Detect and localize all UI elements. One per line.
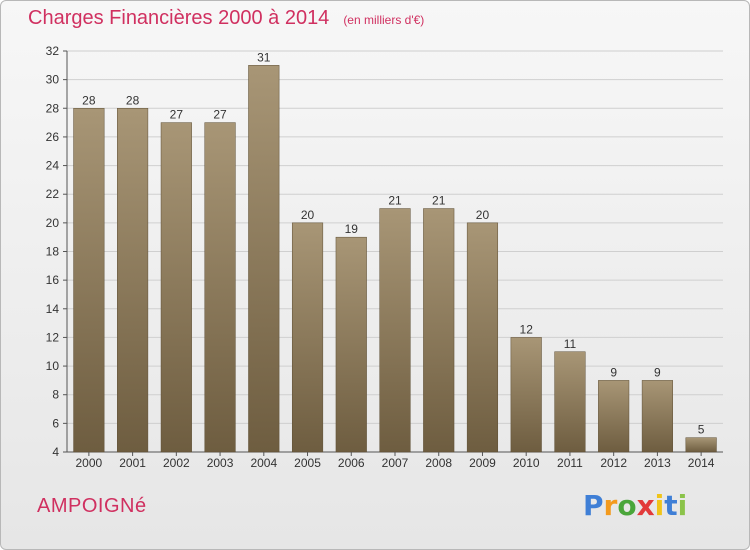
chart-title-text: Charges Financières 2000 à 2014 (28, 7, 330, 29)
logo-letter: t (664, 489, 678, 522)
logo-letter: r (603, 489, 618, 522)
bar (73, 108, 105, 453)
y-tick-label: 24 (46, 159, 60, 173)
y-tick-label: 4 (52, 445, 59, 459)
y-tick-label: 30 (46, 73, 60, 87)
bar-value-label: 21 (432, 194, 446, 208)
bar (466, 222, 499, 453)
x-tick-label: 2005 (294, 456, 321, 470)
x-tick-label: 2006 (338, 456, 365, 470)
bar (291, 222, 324, 453)
y-tick-label: 28 (46, 101, 60, 115)
logo-letter: P (583, 489, 604, 522)
bar (379, 208, 411, 453)
y-tick-label: 22 (46, 187, 60, 201)
bar (423, 208, 455, 453)
bar (160, 122, 192, 453)
bar-value-label: 27 (170, 108, 184, 122)
y-tick-label: 20 (46, 216, 60, 230)
bar-value-label: 27 (213, 108, 227, 122)
bar (641, 380, 673, 453)
bar-value-label: 28 (82, 93, 96, 107)
y-tick-label: 26 (46, 130, 60, 144)
bar-value-label: 19 (345, 222, 359, 236)
logo-letter: i (677, 489, 688, 522)
x-tick-label: 2013 (644, 456, 671, 470)
proxiti-logo: Proxiti (583, 489, 687, 522)
x-tick-label: 2014 (688, 456, 715, 470)
bar (510, 337, 542, 453)
logo-letter: o (617, 489, 637, 522)
bar-value-label: 28 (126, 93, 140, 107)
bar-value-label: 12 (520, 322, 534, 336)
bar-value-label: 20 (476, 208, 490, 222)
x-tick-label: 2012 (600, 456, 627, 470)
bar (598, 380, 630, 453)
x-tick-label: 2010 (513, 456, 540, 470)
chart-title: Charges Financières 2000 à 2014 (en milli… (28, 7, 424, 30)
bar-value-label: 20 (301, 208, 315, 222)
x-tick-label: 2011 (557, 456, 583, 470)
x-tick-label: 2008 (425, 456, 452, 470)
x-tick-label: 2007 (382, 456, 409, 470)
x-tick-label: 2002 (163, 456, 190, 470)
bar-value-label: 9 (654, 365, 661, 379)
bar-value-label: 31 (257, 50, 271, 64)
city-name: AMPOIGNé (37, 495, 147, 517)
bar (335, 236, 367, 453)
logo-letter: x (636, 489, 655, 522)
y-tick-label: 32 (46, 44, 60, 58)
bar (554, 351, 586, 453)
y-tick-label: 14 (46, 302, 60, 316)
x-tick-label: 2004 (250, 456, 277, 470)
y-tick-label: 6 (52, 416, 59, 430)
y-tick-label: 18 (46, 245, 60, 259)
y-tick-label: 8 (52, 388, 59, 402)
bar-value-label: 9 (610, 365, 617, 379)
bar (685, 437, 717, 453)
bar (248, 65, 280, 453)
logo-letter: i (654, 489, 665, 522)
bar (204, 122, 236, 453)
y-tick-label: 12 (46, 330, 60, 344)
bar-value-label: 11 (564, 337, 577, 351)
x-tick-label: 2009 (469, 456, 496, 470)
chart-unit: (en milliers d'€) (343, 13, 425, 27)
x-tick-label: 2001 (119, 456, 146, 470)
y-tick-label: 10 (46, 359, 60, 373)
bar (117, 108, 149, 453)
x-tick-label: 2000 (76, 456, 103, 470)
bar-value-label: 21 (388, 194, 402, 208)
y-tick-label: 16 (46, 273, 60, 287)
x-tick-label: 2003 (207, 456, 234, 470)
bar-value-label: 5 (698, 423, 705, 437)
